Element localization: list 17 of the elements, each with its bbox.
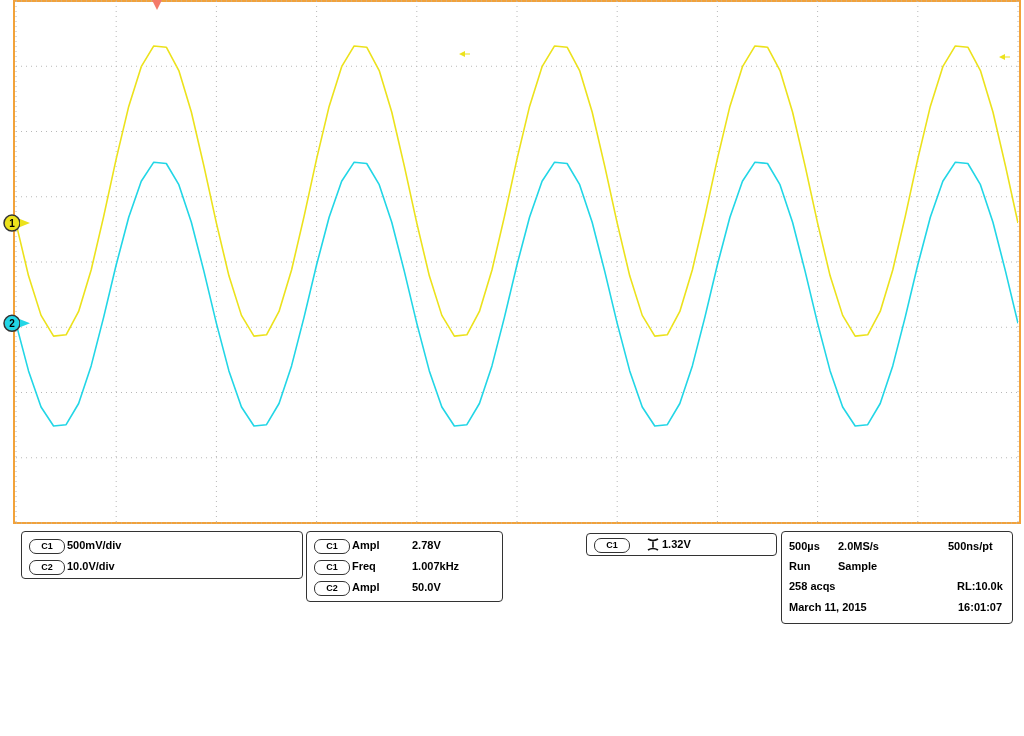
text: 2.0MS/s [838, 539, 879, 553]
text: Sample [838, 559, 878, 573]
text: C2 10.0V/div [41, 560, 115, 572]
text: C2 Ampl 50.0V [326, 581, 441, 593]
legend-label: 2 [9, 318, 16, 330]
text: 258 acqs [789, 579, 836, 593]
text: 500ns/pt [948, 539, 993, 553]
text: C1 Freq 1.007kHz [326, 560, 460, 572]
text: C1 Ampl 2.78V [326, 539, 441, 551]
text: March 11, 2015 [789, 600, 867, 614]
text: Run [789, 559, 811, 573]
legend-label: 1 [9, 218, 16, 230]
text: C1 500mV/div [41, 539, 122, 551]
text: 16:01:07 [958, 600, 1003, 614]
text: C1 1.32V [606, 538, 691, 550]
text: 500µs [789, 539, 820, 553]
text: RL:10.0k [957, 579, 1003, 593]
